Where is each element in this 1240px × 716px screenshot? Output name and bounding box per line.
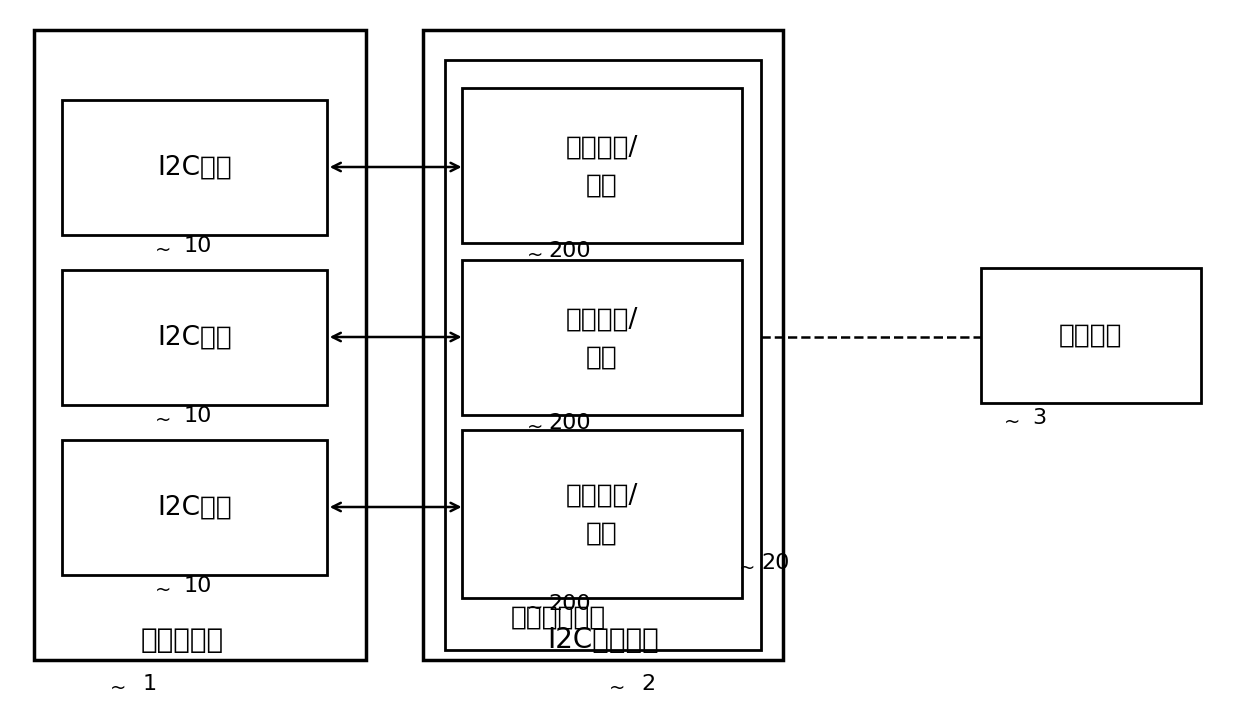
Bar [445, 60, 761, 650]
Text: ~: ~ [739, 558, 755, 578]
Text: 10: 10 [184, 406, 212, 426]
Text: 200: 200 [548, 241, 590, 261]
Bar [33, 30, 366, 660]
Text: ~: ~ [155, 410, 171, 430]
Bar [62, 100, 327, 235]
Bar [62, 270, 327, 405]
Text: 选项: 选项 [587, 521, 618, 547]
Text: 1: 1 [143, 674, 157, 694]
Text: ~: ~ [155, 581, 171, 599]
Text: 网页测试界面: 网页测试界面 [511, 605, 605, 631]
Text: I2C芯片: I2C芯片 [157, 324, 232, 351]
Text: 选项: 选项 [587, 344, 618, 370]
Text: ~: ~ [527, 246, 543, 264]
Bar [463, 88, 742, 243]
Text: 200: 200 [548, 413, 590, 433]
Text: 200: 200 [548, 594, 590, 614]
Text: 测试按键/: 测试按键/ [565, 483, 639, 509]
Text: 电子装置: 电子装置 [1059, 322, 1122, 349]
Text: ~: ~ [609, 679, 625, 697]
Text: 测试按键/: 测试按键/ [565, 306, 639, 332]
Text: 2: 2 [641, 674, 655, 694]
Bar [463, 430, 742, 598]
Text: 测试按键/: 测试按键/ [565, 135, 639, 160]
Text: ~: ~ [155, 241, 171, 259]
Text: 20: 20 [761, 553, 790, 573]
Bar [463, 260, 742, 415]
Text: I2C主控设备: I2C主控设备 [547, 626, 658, 654]
Text: ~: ~ [527, 417, 543, 437]
Text: 选项: 选项 [587, 173, 618, 198]
Bar [423, 30, 784, 660]
Bar [981, 268, 1200, 403]
Text: ~: ~ [527, 599, 543, 617]
Bar [62, 440, 327, 575]
Text: 10: 10 [184, 576, 212, 596]
Text: 待测服务器: 待测服务器 [141, 626, 224, 654]
Text: I2C芯片: I2C芯片 [157, 495, 232, 521]
Text: 3: 3 [1032, 408, 1047, 428]
Text: I2C芯片: I2C芯片 [157, 155, 232, 180]
Text: ~: ~ [110, 679, 126, 697]
Text: ~: ~ [1004, 412, 1021, 432]
Text: 10: 10 [184, 236, 212, 256]
